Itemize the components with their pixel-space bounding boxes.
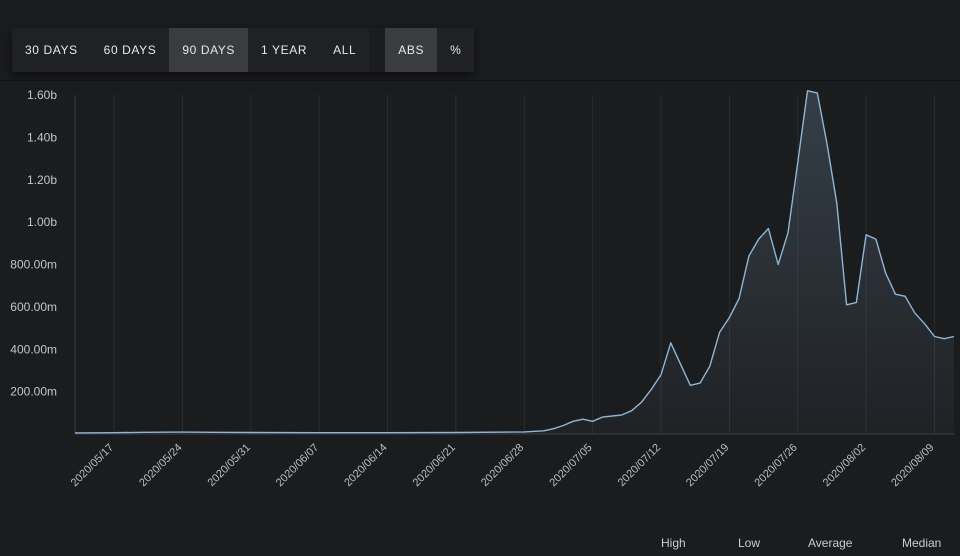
y-axis: 200.00m 400.00m 600.00m 800.00m 1.00b 1.20b 1.… xyxy=(10,88,76,434)
x-tick-label: 2020/08/09 xyxy=(889,442,936,489)
x-tick-label: 2020/05/24 xyxy=(137,442,184,489)
data-point xyxy=(709,365,711,367)
data-point xyxy=(543,430,545,432)
data-point xyxy=(777,264,779,266)
mode-percent-button[interactable]: % xyxy=(450,43,462,57)
data-point xyxy=(807,90,809,92)
mode-selector: ABS % xyxy=(385,28,474,72)
data-point xyxy=(621,414,623,416)
x-tick-label: 2020/05/31 xyxy=(206,442,253,489)
data-point xyxy=(924,323,926,325)
x-axis: 2020/05/17 2020/05/24 2020/05/31 2020/06/07… xyxy=(69,433,954,489)
data-point xyxy=(211,432,213,434)
data-point xyxy=(836,202,838,204)
data-point xyxy=(719,332,721,334)
data-point xyxy=(387,432,389,434)
data-point xyxy=(74,432,76,434)
x-tick-label: 2020/07/12 xyxy=(616,442,663,489)
data-point xyxy=(758,238,760,240)
series-line xyxy=(74,90,955,434)
data-point xyxy=(660,374,662,376)
data-point xyxy=(768,228,770,230)
range-60-days-button[interactable]: 60 DAYS xyxy=(103,43,157,57)
range-all-button[interactable]: ALL xyxy=(333,43,357,57)
data-point xyxy=(816,92,818,94)
data-point xyxy=(826,143,828,145)
data-point xyxy=(611,415,613,417)
y-tick-label: 1.40b xyxy=(27,130,57,144)
x-tick-label: 2020/05/17 xyxy=(69,442,116,489)
data-point xyxy=(455,432,457,434)
data-point xyxy=(875,238,877,240)
data-point xyxy=(953,336,955,338)
data-point xyxy=(904,295,906,297)
series-area xyxy=(75,90,954,435)
chart-series xyxy=(74,90,955,435)
data-point xyxy=(582,418,584,420)
data-point xyxy=(182,431,184,433)
x-tick-label: 2020/07/05 xyxy=(547,442,594,489)
range-30-days-button[interactable]: 30 DAYS xyxy=(25,43,78,57)
data-point xyxy=(943,338,945,340)
volume-chart: 200.00m 400.00m 600.00m 800.00m 1.00b 1.20b 1.… xyxy=(10,88,955,489)
stat-average-label: Average xyxy=(808,536,853,550)
data-point xyxy=(690,384,692,386)
toolbar-divider xyxy=(369,28,386,72)
data-point xyxy=(602,416,604,418)
range-selector: 30 DAYS 60 DAYS 90 DAYS 1 YEAR ALL xyxy=(12,28,369,72)
mode-abs-button[interactable]: ABS xyxy=(385,28,438,72)
stat-high-label: High xyxy=(661,536,686,550)
y-tick-label: 1.60b xyxy=(27,88,57,102)
data-point xyxy=(318,432,320,434)
data-point xyxy=(914,312,916,314)
data-point xyxy=(631,410,633,412)
x-tick-label: 2020/06/07 xyxy=(274,442,321,489)
data-point xyxy=(592,420,594,422)
y-tick-label: 800.00m xyxy=(10,258,57,272)
y-tick-label: 600.00m xyxy=(10,300,57,314)
range-1-year-button[interactable]: 1 YEAR xyxy=(261,43,308,57)
y-tick-label: 400.00m xyxy=(10,342,57,356)
x-tick-label: 2020/06/28 xyxy=(479,442,526,489)
data-point xyxy=(934,336,936,338)
data-point xyxy=(787,232,789,234)
range-90-days-button[interactable]: 90 DAYS xyxy=(169,28,249,72)
data-point xyxy=(729,317,731,319)
data-point xyxy=(680,363,682,365)
y-tick-label: 200.00m xyxy=(10,385,57,399)
data-point xyxy=(699,382,701,384)
x-tick-label: 2020/06/14 xyxy=(342,442,389,489)
data-point xyxy=(250,432,252,434)
stats-header: High Low Average Median xyxy=(0,536,960,556)
data-point xyxy=(650,389,652,391)
data-point xyxy=(143,432,145,434)
y-tick-label: 1.20b xyxy=(27,173,57,187)
data-point xyxy=(748,255,750,257)
data-point xyxy=(738,298,740,300)
data-point xyxy=(895,293,897,295)
chart-toolbar: 30 DAYS 60 DAYS 90 DAYS 1 YEAR ALL ABS % xyxy=(12,28,475,72)
data-point xyxy=(670,342,672,344)
data-point xyxy=(856,302,858,304)
data-point xyxy=(846,304,848,306)
data-point xyxy=(523,431,525,433)
x-tick-label: 2020/08/02 xyxy=(821,442,868,489)
x-tick-label: 2020/07/26 xyxy=(752,442,799,489)
data-point xyxy=(641,401,643,403)
data-point xyxy=(553,428,555,430)
data-point xyxy=(563,425,565,427)
data-point xyxy=(885,272,887,274)
data-point xyxy=(865,234,867,236)
y-tick-label: 1.00b xyxy=(27,215,57,229)
x-tick-label: 2020/07/19 xyxy=(684,442,731,489)
stat-median-label: Median xyxy=(902,536,942,550)
data-point xyxy=(572,420,574,422)
x-tick-label: 2020/06/21 xyxy=(411,442,458,489)
stat-low-label: Low xyxy=(738,536,761,550)
data-point xyxy=(797,162,799,164)
header-divider xyxy=(0,80,960,81)
data-point xyxy=(113,432,115,434)
